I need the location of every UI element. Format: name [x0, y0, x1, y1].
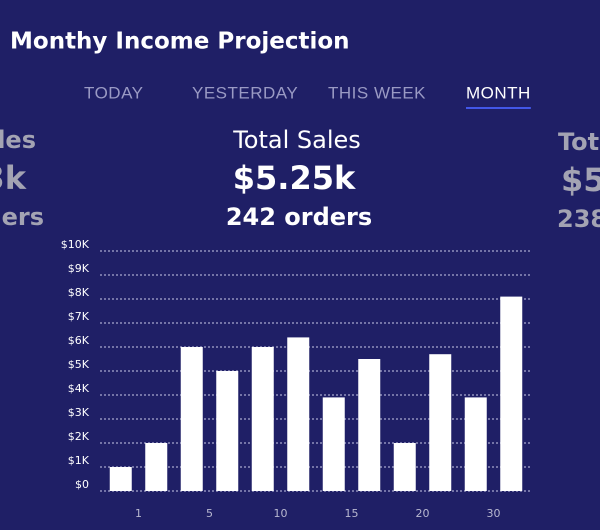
bar [180, 347, 203, 491]
tab-bar: TODAY YESTERDAY THIS WEEK MONTH [84, 83, 531, 109]
bar [429, 354, 452, 491]
y-tick-label: $6K [68, 334, 90, 347]
card-label: les [0, 126, 36, 154]
y-tick-label: $2K [68, 430, 90, 443]
card-amount: $5 [561, 161, 600, 199]
card-orders: 238 [557, 205, 600, 233]
bar [358, 359, 381, 491]
x-tick-label: 1 [135, 507, 142, 520]
page-title: Monthy Income Projection [10, 29, 350, 55]
tab[interactable]: YESTERDAY [192, 83, 298, 102]
y-tick-label: $1K [68, 454, 90, 467]
tab-underline [466, 107, 531, 109]
bar [216, 371, 239, 491]
bar [109, 467, 132, 491]
x-tick-label: 15 [345, 507, 359, 520]
y-tick-label: $3K [68, 406, 90, 419]
tab[interactable]: TODAY [84, 83, 144, 102]
card-orders: 242 orders [226, 203, 372, 231]
bar [287, 337, 310, 491]
tab[interactable]: MONTH [466, 83, 531, 102]
card-orders: ders [0, 203, 44, 231]
card-label: Total Sales [232, 126, 361, 154]
y-tick-label: $4K [68, 382, 90, 395]
y-tick-label: $5K [68, 358, 90, 371]
bar [393, 443, 416, 491]
bar [500, 296, 523, 491]
y-tick-label: $7K [68, 310, 90, 323]
tab[interactable]: THIS WEEK [328, 83, 426, 102]
y-tick-label: $8K [68, 286, 90, 299]
bar [322, 397, 345, 491]
bar [464, 397, 487, 491]
x-tick-label: 5 [206, 507, 213, 520]
y-tick-label: $10K [61, 238, 90, 251]
x-tick-label: 10 [274, 507, 288, 520]
bar [251, 347, 274, 491]
y-tick-label: $9K [68, 262, 90, 275]
bar [145, 443, 168, 491]
x-tick-label: 30 [487, 507, 501, 520]
card-label: Tota [558, 128, 600, 156]
card-amount: 3k [0, 159, 27, 197]
y-tick-label: $0 [75, 478, 89, 491]
card-amount: $5.25k [233, 159, 356, 197]
x-tick-label: 20 [416, 507, 430, 520]
